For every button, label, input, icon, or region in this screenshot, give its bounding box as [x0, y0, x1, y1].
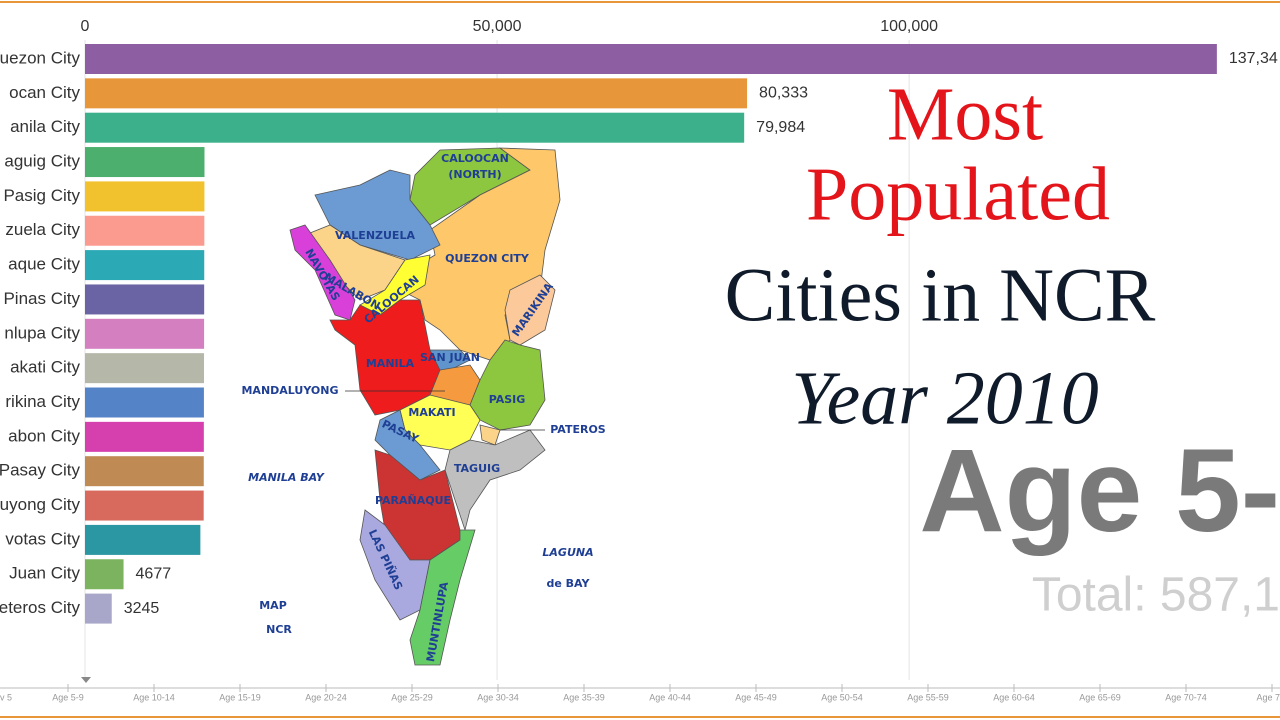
bars: uezon City 137,34 ocan City 80,333 anila Cit… [0, 44, 1278, 624]
category-label: Pasay City [0, 461, 80, 480]
map-label: PASIG [489, 393, 526, 406]
category-label: akati City [10, 358, 80, 377]
category-label: eteros City [0, 598, 80, 617]
map-label: QUEZON CITY [445, 252, 530, 265]
timeline-label: Age 55-59 [907, 692, 949, 702]
annotation: Populated [806, 152, 1110, 236]
bar [85, 593, 112, 624]
bar [85, 284, 205, 315]
value-label: 4677 [136, 565, 172, 582]
value-label: 137,34 [1229, 50, 1278, 67]
bar [85, 112, 745, 143]
map-label: LAGUNA [542, 546, 593, 559]
category-label: Pasig City [3, 186, 80, 205]
annotation: Most [887, 72, 1043, 156]
x-tick-label: 0 [81, 18, 90, 35]
map-label: MANDALUYONG [241, 384, 338, 397]
timeline-label: Age 50-54 [821, 692, 863, 702]
map-label: MAP [259, 599, 287, 612]
annotation: Age 5- [919, 425, 1280, 557]
bar [85, 524, 201, 555]
region [504, 274, 556, 346]
category-label: uezon City [0, 48, 80, 67]
bar [85, 181, 205, 212]
timeline-label: Age 7 [1256, 692, 1280, 702]
region [469, 339, 546, 431]
bar [85, 456, 204, 487]
bar [85, 490, 204, 521]
bar [85, 44, 1217, 74]
region [444, 429, 546, 532]
category-label: ocan City [9, 83, 80, 102]
map-label: (NORTH) [448, 168, 501, 181]
category-label: aque City [8, 255, 80, 274]
annotation: Year 2010 [791, 356, 1099, 440]
bar [85, 318, 205, 349]
annotation: Total: 587,1 [1032, 569, 1280, 622]
timeline-label: Age 25-29 [391, 692, 433, 702]
region [409, 529, 476, 666]
ncr-map [289, 147, 561, 666]
category-label: aguig City [4, 152, 80, 171]
map-label: de BAY [547, 577, 591, 590]
category-label: abon City [8, 426, 80, 445]
timeline-label: Age 60-64 [993, 692, 1035, 702]
value-label: 80,333 [759, 85, 808, 102]
timeline-label: Age 45-49 [735, 692, 777, 702]
map-label: NCR [266, 623, 292, 636]
map-label: MANILA BAY [248, 471, 325, 484]
timeline-label: Age 30-34 [477, 692, 519, 702]
map-label: PATEROS [550, 423, 606, 436]
category-label: Pinas City [3, 289, 80, 308]
bar [85, 421, 204, 452]
timeline-label: Age 35-39 [563, 692, 605, 702]
map-label: VALENZUELA [335, 229, 415, 242]
timeline-label: Age 15-19 [219, 692, 261, 702]
timeline-label: Age 10-14 [133, 692, 175, 702]
bar [85, 147, 205, 178]
annotation: Cities in NCR [725, 253, 1156, 337]
category-label: anila City [10, 117, 80, 136]
bar [85, 353, 205, 384]
map-label: MAKATI [408, 406, 455, 419]
timeline-label: Age 20-24 [305, 692, 347, 702]
region [429, 349, 471, 371]
x-tick-label: 100,000 [880, 18, 938, 35]
map-label: CALOOCAN [441, 152, 509, 165]
category-label: votas City [5, 529, 80, 548]
map-label: SAN JUAN [420, 351, 480, 364]
category-label: uyong City [0, 495, 80, 514]
timeline-marker [81, 677, 91, 683]
timeline-label: Age 40-44 [649, 692, 691, 702]
timeline-label: Age 70-74 [1165, 692, 1207, 702]
bar [85, 215, 205, 246]
timeline-label: Age 65-69 [1079, 692, 1121, 702]
category-label: rikina City [5, 392, 80, 411]
map-label: TAGUIG [454, 462, 500, 475]
value-label: 79,984 [756, 119, 805, 136]
bar [85, 78, 748, 109]
category-label: zuela City [5, 220, 80, 239]
map-label: PARAÑAQUE [375, 494, 451, 507]
timeline-label: Age 5-9 [52, 692, 84, 702]
region [374, 409, 441, 481]
category-label: nlupa City [4, 323, 80, 342]
value-label: 3245 [124, 600, 160, 617]
timeline-label: v 5 [0, 692, 12, 702]
category-label: Juan City [9, 564, 80, 583]
bar [85, 559, 124, 590]
x-tick-label: 50,000 [473, 18, 522, 35]
bar [85, 250, 205, 281]
map-label: MANILA [366, 357, 415, 370]
bar [85, 387, 204, 418]
